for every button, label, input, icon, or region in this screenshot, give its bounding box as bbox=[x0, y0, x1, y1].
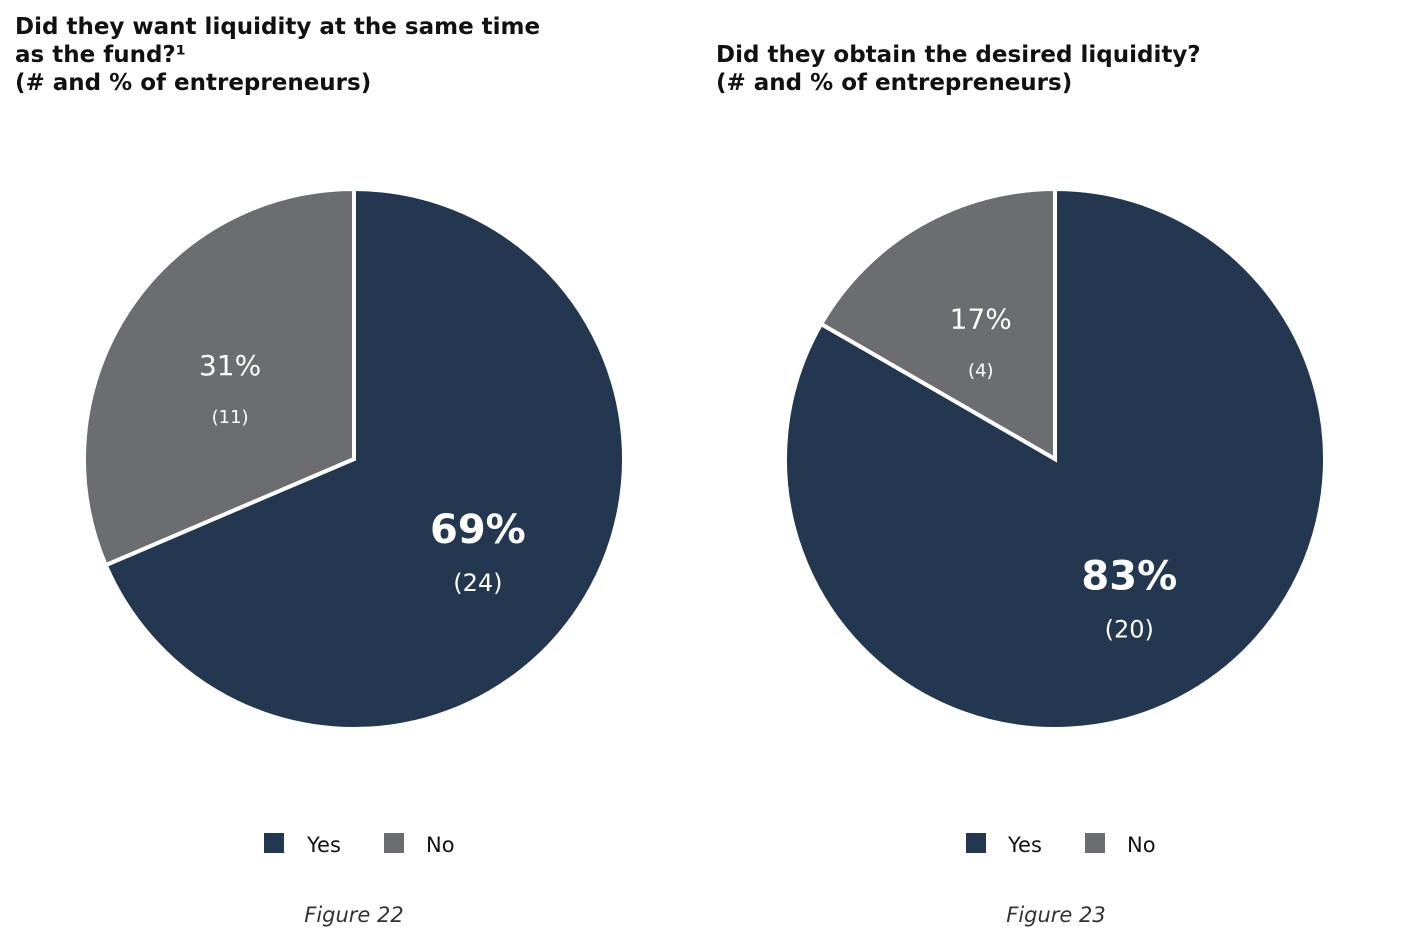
data-label-count-yes: (24) bbox=[453, 569, 502, 597]
chart-1-caption: Figure 22 bbox=[304, 903, 404, 927]
data-label-percent-yes: 69% bbox=[430, 507, 526, 553]
pie-slice-no bbox=[818, 186, 1057, 463]
pie-chart-1: 69% (24) 31% (11) bbox=[82, 186, 627, 731]
chart-1-title-line-1: Did they want liquidity at the same time bbox=[15, 14, 540, 40]
data-label-count-no: (4) bbox=[968, 360, 994, 381]
legend-swatch-yes bbox=[264, 833, 284, 853]
legend-swatch-no bbox=[1085, 833, 1105, 853]
legend-swatch-no bbox=[384, 833, 404, 853]
data-label-percent-yes: 83% bbox=[1081, 554, 1177, 600]
chart-1-legend: Yes No bbox=[264, 833, 455, 857]
chart-2-title-line-2: (# and % of entrepreneurs) bbox=[716, 70, 1072, 96]
chart-2-legend: Yes No bbox=[966, 833, 1156, 857]
chart-1-title-line-3: (# and % of entrepreneurs) bbox=[15, 70, 371, 96]
data-label-percent-no: 17% bbox=[950, 302, 1012, 335]
chart-2-title-line-1: Did they obtain the desired liquidity? bbox=[716, 42, 1201, 68]
data-label-percent-no: 31% bbox=[199, 349, 261, 382]
chart-2-caption: Figure 23 bbox=[1006, 903, 1106, 927]
pie-chart-2: 83% (20) 17% (4) bbox=[783, 186, 1327, 731]
legend-label-no: No bbox=[426, 833, 455, 857]
pie-slice-yes bbox=[103, 186, 627, 731]
chart-figure-22: Did they want liquidity at the same time… bbox=[15, 14, 627, 927]
chart-2-title: Did they obtain the desired liquidity? (… bbox=[716, 42, 1209, 96]
legend-label-yes: Yes bbox=[306, 833, 341, 857]
data-label-count-yes: (20) bbox=[1105, 616, 1154, 644]
chart-1-title: Did they want liquidity at the same time… bbox=[15, 14, 548, 96]
legend-swatch-yes bbox=[966, 833, 986, 853]
legend-label-yes: Yes bbox=[1007, 833, 1042, 857]
pie-slice-no bbox=[82, 186, 356, 568]
chart-1-title-line-2: as the fund?¹ bbox=[15, 42, 186, 68]
chart-figure-23: Did they obtain the desired liquidity? (… bbox=[716, 42, 1327, 927]
legend-label-no: No bbox=[1127, 833, 1156, 857]
data-label-count-no: (11) bbox=[212, 407, 249, 428]
